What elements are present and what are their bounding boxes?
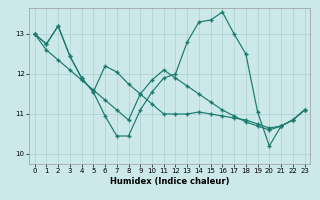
- X-axis label: Humidex (Indice chaleur): Humidex (Indice chaleur): [110, 177, 229, 186]
